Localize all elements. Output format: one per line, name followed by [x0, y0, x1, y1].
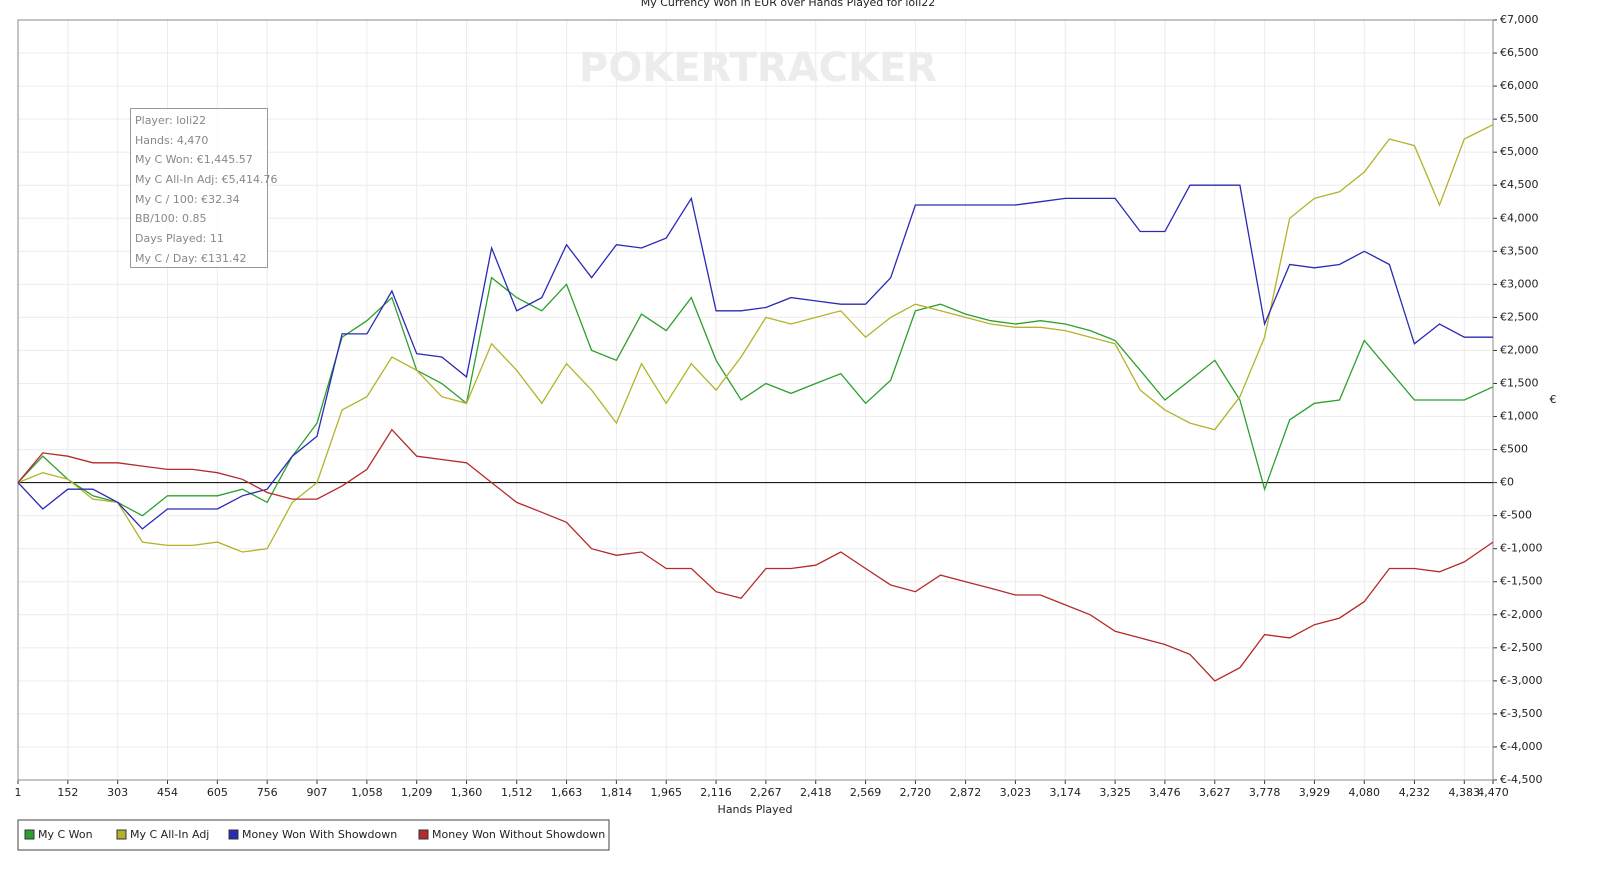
- y-tick-label: €1,000: [1500, 410, 1539, 423]
- x-tick-label: 1,512: [501, 786, 533, 799]
- y-tick-label: €2,500: [1500, 310, 1539, 323]
- x-tick-label: 3,627: [1199, 786, 1231, 799]
- x-tick-label: 2,720: [900, 786, 932, 799]
- info-line: BB/100: 0.85: [135, 212, 207, 226]
- info-box: Player: loli22 Hands: 4,470 My C Won: €1,4…: [130, 108, 278, 268]
- series-line: [17, 276, 1494, 517]
- y-tick-label: €-3,500: [1500, 707, 1542, 720]
- x-tick-label: 152: [57, 786, 78, 799]
- y-tick-label: €4,000: [1500, 211, 1539, 224]
- chart-title: My Currency Won in EUR over Hands Played…: [641, 0, 936, 9]
- y-tick-label: €3,500: [1500, 244, 1539, 257]
- x-tick-label: 3,174: [1050, 786, 1082, 799]
- y-tick-label: €5,500: [1500, 112, 1539, 125]
- x-tick-label: 1,209: [401, 786, 433, 799]
- x-tick-label: 3,325: [1099, 786, 1131, 799]
- y-tick-label: €2,000: [1500, 343, 1539, 356]
- x-tick-label: 1,965: [650, 786, 682, 799]
- series-line: [17, 124, 1494, 553]
- y-tick-label: €0: [1500, 476, 1514, 489]
- legend-swatch: [24, 829, 35, 840]
- legend-label: Money Won With Showdown: [242, 828, 397, 841]
- legend-label: My C Won: [38, 828, 93, 841]
- x-tick-label: 1,058: [351, 786, 383, 799]
- watermark: POKERTRACKER: [579, 45, 937, 91]
- x-tick-label: 2,116: [700, 786, 732, 799]
- y-axis-label: €: [1550, 393, 1557, 406]
- legend-swatch: [228, 829, 239, 840]
- x-axis-label: Hands Played: [718, 803, 793, 816]
- x-tick-label: 1,360: [451, 786, 483, 799]
- y-tick-label: €-500: [1500, 509, 1532, 522]
- x-tick-label: 605: [207, 786, 228, 799]
- legend-swatch: [418, 829, 429, 840]
- y-tick-label: €1,500: [1500, 376, 1539, 389]
- y-tick-label: €4,500: [1500, 178, 1539, 191]
- x-tick-label: 3,929: [1299, 786, 1331, 799]
- legend-box: [17, 819, 610, 851]
- y-tick-label: €-2,500: [1500, 641, 1542, 654]
- plot-frame: [17, 19, 1494, 781]
- legend-swatch: [116, 829, 127, 840]
- y-tick-label: €-4,000: [1500, 740, 1542, 753]
- x-tick-label: 4,232: [1399, 786, 1431, 799]
- y-tick-label: €5,000: [1500, 145, 1539, 158]
- x-tick-label: 2,267: [750, 786, 782, 799]
- legend-label: My C All-In Adj: [130, 828, 209, 841]
- x-tick-label: 3,023: [1000, 786, 1032, 799]
- x-tick-label: 4,470: [1477, 786, 1509, 799]
- info-line: My C All-In Adj: €5,414.76: [135, 173, 278, 187]
- info-line: My C Won: €1,445.57: [135, 153, 253, 167]
- legend-label: Money Won Without Showdown: [432, 828, 605, 841]
- x-tick-label: 2,418: [800, 786, 832, 799]
- y-tick-label: €-1,500: [1500, 575, 1542, 588]
- x-tick-label: 2,569: [850, 786, 882, 799]
- y-tick-label: €500: [1500, 443, 1528, 456]
- x-tick-label: 303: [107, 786, 128, 799]
- x-tick-label: 756: [257, 786, 278, 799]
- y-tick-label: €6,000: [1500, 79, 1539, 92]
- x-tick-label: 1,814: [601, 786, 633, 799]
- x-tick-label: 4,080: [1349, 786, 1381, 799]
- info-line: My C / Day: €131.42: [135, 251, 247, 265]
- x-tick-label: 3,476: [1149, 786, 1181, 799]
- x-tick-label: 2,872: [950, 786, 982, 799]
- info-line: Player: loli22: [135, 114, 207, 127]
- series-line: [17, 428, 1494, 682]
- y-tick-label: €-3,000: [1500, 674, 1542, 687]
- y-tick-label: €-1,000: [1500, 542, 1542, 555]
- y-tick-label: €7,000: [1500, 13, 1539, 26]
- x-tick-label: 454: [157, 786, 178, 799]
- y-tick-label: €3,000: [1500, 277, 1539, 290]
- x-tick-label: 3,778: [1249, 786, 1281, 799]
- y-tick-label: €-4,500: [1500, 773, 1542, 786]
- x-tick-label: 4,383: [1449, 786, 1481, 799]
- info-line: Days Played: 11: [135, 232, 224, 246]
- info-line: Hands: 4,470: [135, 133, 209, 147]
- y-tick-label: €-2,000: [1500, 608, 1542, 621]
- x-tick-label: 1,663: [551, 786, 583, 799]
- x-tick-label: 1: [15, 786, 22, 799]
- y-tick-label: €6,500: [1500, 46, 1539, 59]
- info-line: My C / 100: €32.34: [135, 192, 240, 206]
- x-tick-label: 907: [307, 786, 328, 799]
